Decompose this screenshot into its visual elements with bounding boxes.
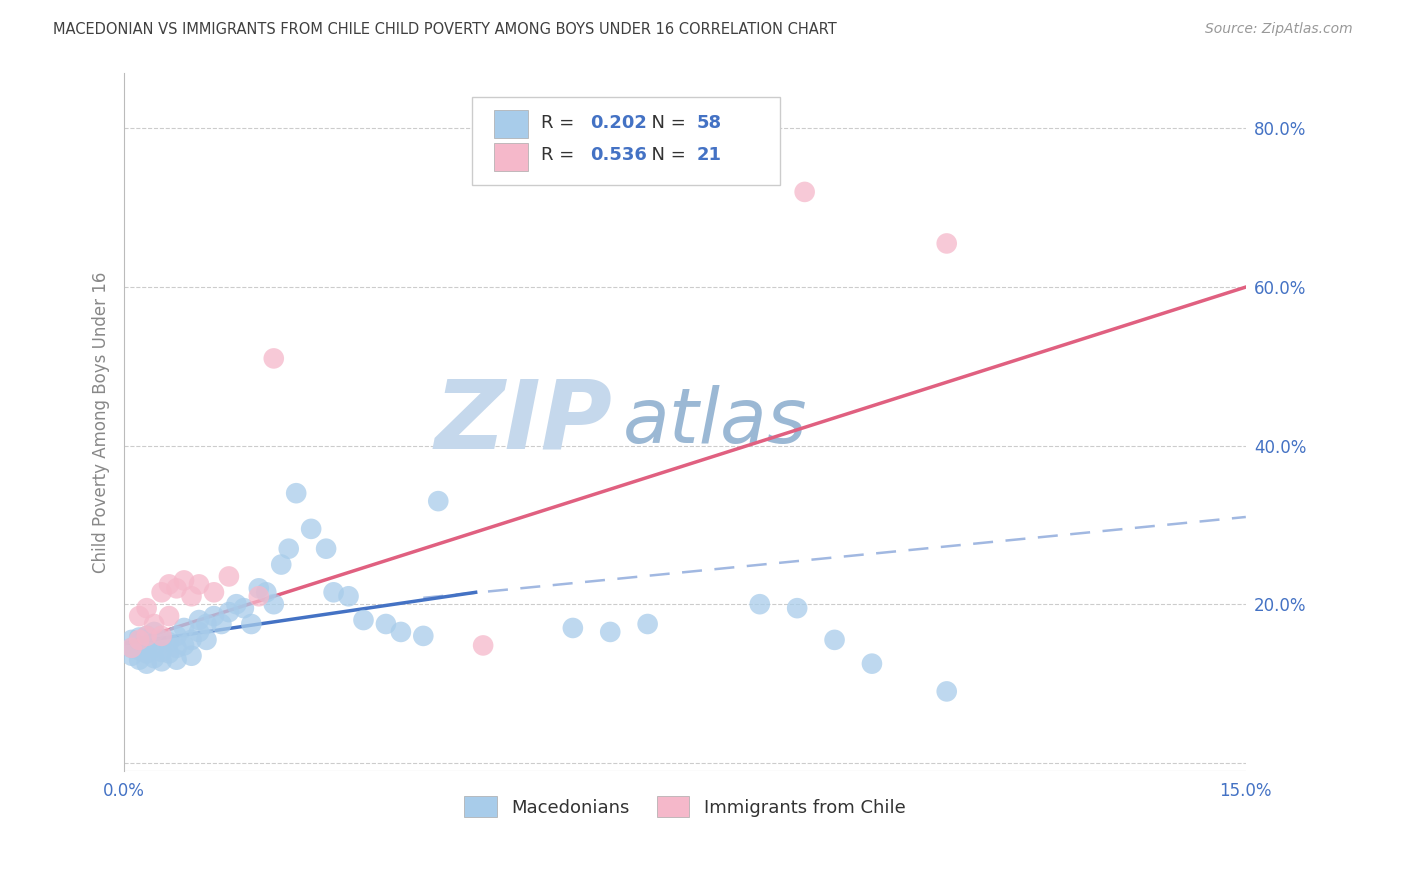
- Point: [143, 617, 166, 632]
- Point: [166, 653, 188, 667]
- Point: [173, 621, 195, 635]
- Point: [247, 589, 270, 603]
- FancyBboxPatch shape: [495, 143, 529, 170]
- Point: [353, 613, 375, 627]
- Text: R =: R =: [541, 146, 581, 164]
- Point: [143, 624, 166, 639]
- Point: [254, 585, 277, 599]
- Point: [180, 589, 202, 603]
- Point: [157, 635, 180, 649]
- Text: Source: ZipAtlas.com: Source: ZipAtlas.com: [1205, 22, 1353, 37]
- FancyBboxPatch shape: [495, 110, 529, 138]
- Point: [173, 639, 195, 653]
- Point: [128, 653, 150, 667]
- Point: [135, 629, 157, 643]
- Point: [637, 617, 659, 632]
- Point: [315, 541, 337, 556]
- Text: 58: 58: [696, 114, 721, 132]
- Point: [157, 646, 180, 660]
- Point: [202, 609, 225, 624]
- Legend: Macedonians, Immigrants from Chile: Macedonians, Immigrants from Chile: [457, 789, 912, 824]
- Point: [150, 585, 173, 599]
- Point: [860, 657, 883, 671]
- Text: 21: 21: [696, 146, 721, 164]
- Point: [337, 589, 360, 603]
- Point: [299, 522, 322, 536]
- Point: [135, 646, 157, 660]
- Point: [173, 574, 195, 588]
- Point: [135, 639, 157, 653]
- Point: [121, 640, 143, 655]
- Point: [209, 617, 232, 632]
- Point: [166, 629, 188, 643]
- Point: [599, 624, 621, 639]
- Point: [128, 632, 150, 647]
- Point: [202, 585, 225, 599]
- Point: [225, 597, 247, 611]
- Text: N =: N =: [640, 146, 692, 164]
- Point: [824, 632, 846, 647]
- Point: [472, 639, 495, 653]
- Point: [247, 582, 270, 596]
- Point: [135, 601, 157, 615]
- Point: [412, 629, 434, 643]
- Text: ZIP: ZIP: [434, 376, 612, 468]
- Point: [195, 617, 218, 632]
- Point: [157, 609, 180, 624]
- FancyBboxPatch shape: [472, 97, 780, 185]
- Point: [322, 585, 344, 599]
- Point: [188, 624, 211, 639]
- Point: [277, 541, 299, 556]
- Point: [218, 569, 240, 583]
- Point: [748, 597, 770, 611]
- Point: [128, 643, 150, 657]
- Point: [150, 654, 173, 668]
- Point: [188, 613, 211, 627]
- Y-axis label: Child Poverty Among Boys Under 16: Child Poverty Among Boys Under 16: [93, 271, 110, 573]
- Point: [135, 629, 157, 643]
- Point: [166, 640, 188, 655]
- Text: R =: R =: [541, 114, 581, 132]
- Point: [128, 609, 150, 624]
- Point: [195, 632, 218, 647]
- Point: [188, 577, 211, 591]
- Point: [157, 577, 180, 591]
- Point: [389, 624, 412, 639]
- Point: [150, 645, 173, 659]
- Point: [232, 601, 254, 615]
- Point: [121, 648, 143, 663]
- Text: atlas: atlas: [623, 384, 808, 458]
- Point: [786, 601, 808, 615]
- Point: [263, 351, 285, 366]
- Text: 0.536: 0.536: [589, 146, 647, 164]
- Point: [128, 631, 150, 645]
- Point: [374, 617, 396, 632]
- Point: [270, 558, 292, 572]
- Point: [427, 494, 450, 508]
- Point: [793, 185, 815, 199]
- Point: [150, 629, 173, 643]
- Point: [121, 632, 143, 647]
- Text: 0.202: 0.202: [589, 114, 647, 132]
- Point: [121, 640, 143, 655]
- Text: MACEDONIAN VS IMMIGRANTS FROM CHILE CHILD POVERTY AMONG BOYS UNDER 16 CORRELATIO: MACEDONIAN VS IMMIGRANTS FROM CHILE CHIL…: [53, 22, 837, 37]
- Point: [240, 617, 263, 632]
- Point: [135, 657, 157, 671]
- Point: [285, 486, 308, 500]
- Text: N =: N =: [640, 114, 692, 132]
- Point: [180, 648, 202, 663]
- Point: [166, 582, 188, 596]
- Point: [935, 236, 957, 251]
- Point: [263, 597, 285, 611]
- Point: [935, 684, 957, 698]
- Point: [143, 640, 166, 655]
- Point: [218, 605, 240, 619]
- Point: [180, 632, 202, 647]
- Point: [150, 632, 173, 647]
- Point: [561, 621, 583, 635]
- Point: [143, 651, 166, 665]
